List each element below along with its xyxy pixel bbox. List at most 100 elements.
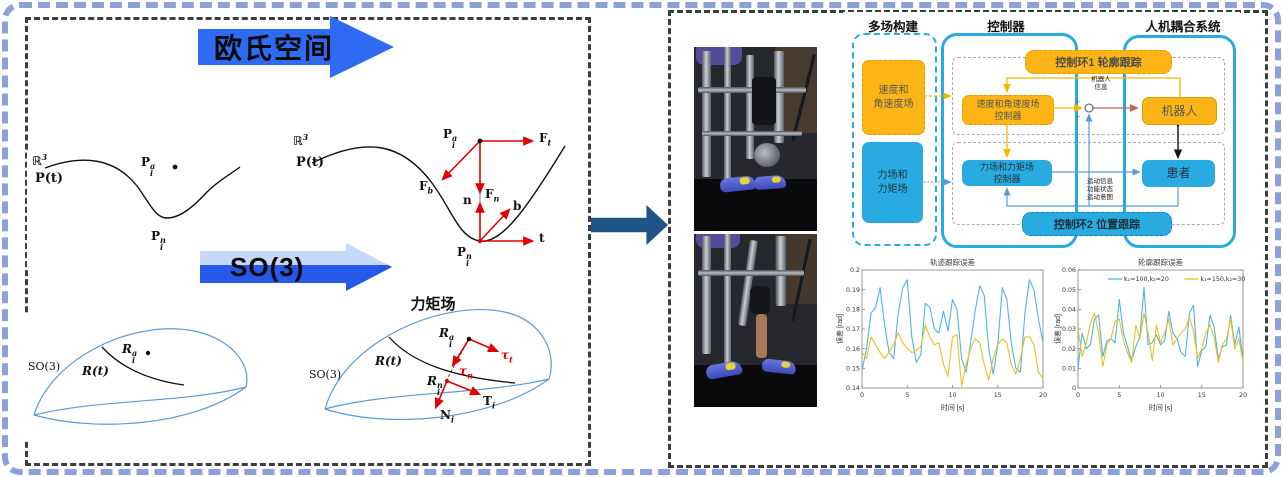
robot-info-line2: 信息	[1094, 84, 1108, 92]
svg-text:时间 [s]: 时间 [s]	[1149, 403, 1172, 412]
knee-actuator	[752, 77, 776, 125]
velocity-field-line2: 角速度场	[873, 98, 914, 110]
svg-text:15: 15	[994, 392, 1002, 399]
tangent-force-label: Ft	[539, 131, 552, 148]
svg-text:0.19: 0.19	[846, 287, 860, 294]
svg-text:10: 10	[1156, 392, 1164, 399]
svg-text:0: 0	[1076, 392, 1080, 399]
svg-text:k₁=100,k₂=20: k₁=100,k₂=20	[1124, 276, 1169, 283]
svg-text:0.18: 0.18	[846, 307, 860, 314]
manifold-drawing	[33, 328, 248, 425]
svg-text:0.2: 0.2	[850, 267, 860, 274]
svg-text:0.03: 0.03	[1062, 326, 1076, 333]
svg-text:0: 0	[1072, 385, 1076, 392]
application-section-box	[668, 10, 1268, 468]
so3-arrow-icon: SO(3)	[200, 243, 392, 291]
header-coupling: 人机耦合系统	[1145, 20, 1221, 34]
curve-label: P(t)	[35, 171, 64, 186]
svg-text:0.14: 0.14	[846, 385, 860, 392]
so3-label: SO(3)	[230, 251, 305, 282]
normal-basis-label: Ni	[440, 408, 455, 425]
svg-text:0.02: 0.02	[1062, 346, 1076, 353]
curve-label: P(t)	[296, 155, 325, 170]
loop2-banner: 控制环2 位置跟踪	[1022, 212, 1172, 236]
frame-bar	[702, 236, 711, 354]
diagram-connectors	[924, 77, 1183, 207]
velocity-field-line1: 速度和	[878, 85, 909, 96]
svg-text:20: 20	[1239, 392, 1247, 399]
shoe	[753, 174, 787, 191]
frame-bar	[698, 270, 804, 276]
loop1-banner-label: 控制环1 轮廓跟踪	[1055, 57, 1142, 69]
motion-info-line2: 功能状态	[1087, 186, 1113, 194]
frame-bar	[702, 131, 802, 136]
patient-box: 患者	[1142, 160, 1215, 187]
svg-text:0.05: 0.05	[1062, 287, 1076, 294]
patient-label: 患者	[1166, 166, 1191, 181]
svg-text:5: 5	[1117, 392, 1121, 399]
tangent-basis-label: Ti	[483, 394, 495, 411]
motion-info-line3: 运动意图	[1087, 194, 1113, 202]
motion-info-line1: 运动信息	[1087, 178, 1113, 185]
force-field-drawing	[311, 136, 566, 246]
so3-space-label: SO(3)	[309, 368, 342, 381]
svg-text:0.04: 0.04	[1062, 307, 1076, 314]
svg-text:0: 0	[860, 392, 864, 399]
svg-text:5: 5	[905, 392, 909, 399]
binormal-force-label: Fb	[419, 179, 434, 196]
svg-text:10: 10	[948, 392, 956, 399]
robot-label: 机器人	[1161, 103, 1198, 118]
svg-text:轨迹跟踪误差: 轨迹跟踪误差	[930, 257, 975, 267]
chart-contour-error: 0 5 10 15 20 0 0.01 0.02 0.03 0.04 0.05 0.06 轮廓跟踪误差时…	[1053, 256, 1250, 415]
tangent-vector-label: t	[539, 231, 545, 245]
frame-bar	[724, 234, 731, 366]
motor-disc	[754, 143, 780, 167]
shin	[756, 314, 767, 358]
control-system-diagram: 多场构建 控制器 人机耦合系统	[843, 12, 1240, 248]
robot-box: 机器人	[1142, 97, 1217, 125]
frame-bar	[724, 47, 731, 189]
velocity-controller-line2: 控制器	[994, 111, 1022, 121]
r3-space-label: ℝ3	[293, 132, 309, 148]
svg-text:0.01: 0.01	[1062, 366, 1076, 373]
robot-info-line1: 机器人	[1091, 76, 1111, 83]
svg-text:轮廓跟踪误差: 轮廓跟踪误差	[1138, 257, 1183, 267]
multifield-column	[852, 33, 937, 246]
normal-force-label: Fn	[485, 187, 500, 204]
loop2-banner-label: 控制环2 位置跟踪	[1053, 219, 1141, 231]
robot-info-note: 机器人 信息	[1083, 76, 1119, 92]
exoskeleton-photo-top	[694, 47, 817, 231]
svg-text:时间 [s]: 时间 [s]	[941, 403, 964, 412]
flow-arrow-icon	[591, 205, 668, 245]
force-field-line2: 力矩场	[877, 183, 908, 195]
r3-space-label: ℝ3	[32, 152, 48, 168]
euclidean-space-label: 欧氏空间	[214, 33, 335, 64]
torque-field-drawing	[324, 309, 552, 420]
header-controller: 控制器	[987, 20, 1025, 34]
frame-bar	[702, 51, 711, 177]
force-controller-box: 力场和力矩场 控制器	[962, 160, 1052, 186]
theory-section-box	[25, 17, 591, 466]
tangent-torque-label: τt	[501, 348, 513, 365]
loop1-banner: 控制环1 轮廓跟踪	[1025, 50, 1172, 74]
binormal-vector-label: b	[513, 199, 522, 213]
svg-text:误差 [rad]: 误差 [rad]	[1053, 314, 1062, 344]
knee-sleeve	[750, 286, 770, 314]
normal-torque-label: τn	[459, 364, 473, 381]
svg-text:20: 20	[1039, 392, 1047, 399]
velocity-controller-box: 速度和角速度场 控制器	[962, 95, 1054, 125]
svg-text:误差 [rad]: 误差 [rad]	[835, 314, 844, 344]
chart-trajectory-error: 0 5 10 15 20 0.14 0.15 0.16 0.17 0.18 0.19 0.2 轨迹跟踪误…	[835, 256, 1050, 415]
force-field-line1: 力场和	[877, 170, 908, 181]
